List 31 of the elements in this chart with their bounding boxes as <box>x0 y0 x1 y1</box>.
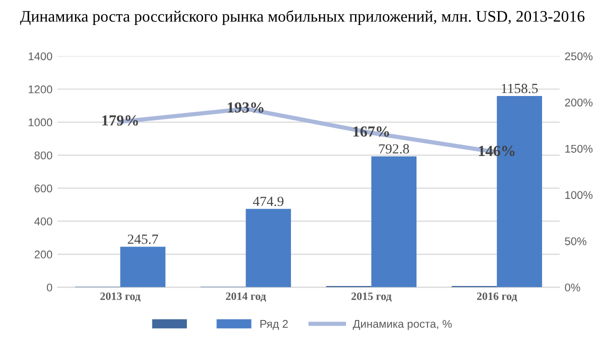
y-tick-label: 200 <box>34 250 52 258</box>
y-tick-label: 1400 <box>28 52 52 60</box>
x-tick-label: 2014 год <box>226 292 266 302</box>
y-tick-label: 0 <box>46 284 52 292</box>
y-tick-label: 800 <box>34 151 52 160</box>
data-label: 245.7 <box>128 234 158 244</box>
y2-tick-label: 150% <box>565 144 593 153</box>
data-label: 146% <box>478 146 515 156</box>
y-tick-label: 1200 <box>28 85 52 94</box>
x-tick-label: 2016 год <box>477 292 518 302</box>
data-label: 792.8 <box>379 144 410 154</box>
x-tick-label: 2013 год <box>100 292 140 302</box>
data-label: 474.9 <box>253 196 284 206</box>
data-label: 179% <box>102 115 138 126</box>
y2-tick-label: 100% <box>565 191 593 199</box>
chart-title: Динамика роста российского рынка мобильных приложений, млн. USD, 2013-2016 <box>20 10 584 26</box>
bar <box>371 156 417 288</box>
y2-tick-label: 250% <box>565 52 593 60</box>
y2-tick-label: 0% <box>564 284 580 292</box>
y2-tick-label: 200% <box>565 98 593 106</box>
x-tick-label: 2015 год <box>351 292 392 302</box>
data-label: 1158.5 <box>502 84 538 94</box>
data-label: 193% <box>228 102 264 113</box>
legend-label: Динамика роста, % <box>352 320 452 330</box>
bar <box>120 246 166 288</box>
bar <box>246 208 291 288</box>
y-tick-label: 600 <box>34 184 52 192</box>
y-tick-label: 1000 <box>28 118 52 126</box>
y2-tick-label: 50% <box>564 237 586 246</box>
y-tick-label: 400 <box>34 218 52 226</box>
legend-label: Ряд 2 <box>260 320 288 330</box>
